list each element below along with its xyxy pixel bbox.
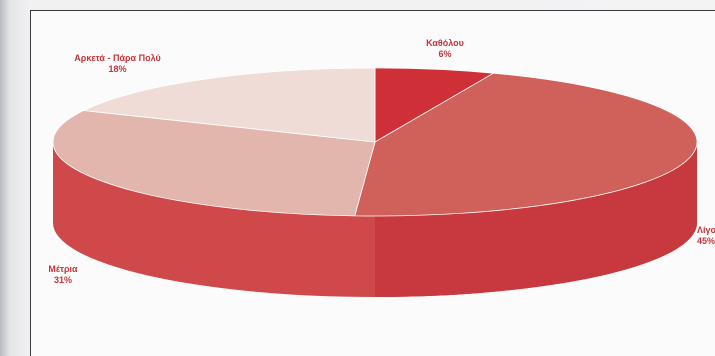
pie-slice-0 [374,67,494,143]
pie-side-shade [375,142,697,297]
slice-label-ligo: Λίγο 45% [697,225,715,247]
slice-label-value: 18% [108,64,127,74]
pie-slice-1 [354,72,698,217]
slice-label-value: 45% [697,236,715,246]
slice-label-kathólou: Καθόλου 6% [400,38,490,60]
slice-label-text: Μέτρια [48,264,78,274]
slice-label-text: Αρκετά - Πάρα Πολύ [74,53,161,63]
slice-label-value: 6% [438,49,452,59]
slice-label-metria: Μέτρια 31% [38,264,88,286]
slice-label-value: 31% [53,275,72,285]
slice-label-text: Λίγο [697,225,715,235]
pie-slice-2 [52,110,376,217]
pie-slice-3 [83,67,376,143]
slice-label-arketa: Αρκετά - Πάρα Πολύ 18% [50,53,185,75]
slice-label-text: Καθόλου [426,38,464,48]
